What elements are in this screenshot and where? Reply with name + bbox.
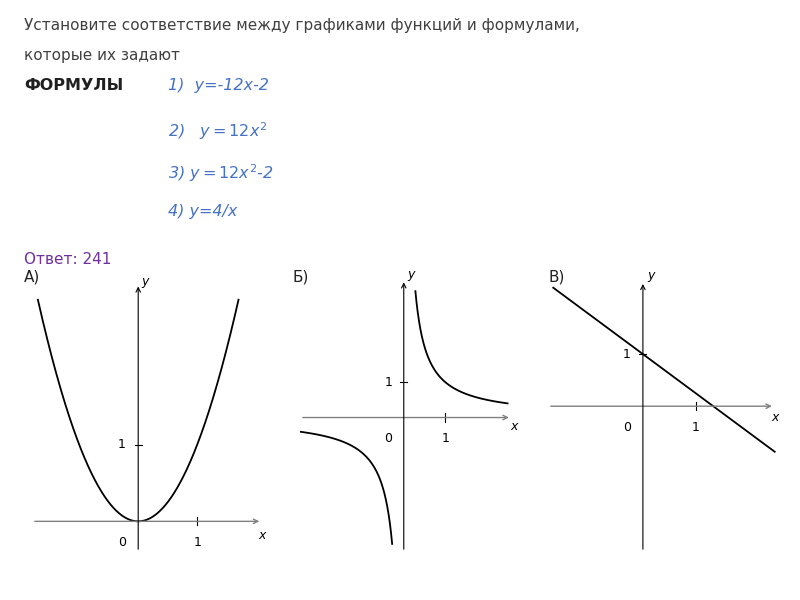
Text: 1: 1 [384, 376, 392, 389]
Text: y: y [647, 269, 654, 282]
Text: которые их задают: которые их задают [24, 48, 180, 63]
Text: 1: 1 [442, 432, 450, 445]
Text: 1: 1 [692, 421, 699, 434]
Text: 1)  y=-12x-2: 1) y=-12x-2 [168, 78, 269, 93]
Text: В): В) [548, 270, 564, 285]
Text: 3) $y=12x^2$-2: 3) $y=12x^2$-2 [168, 162, 274, 184]
Text: 0: 0 [622, 421, 630, 434]
Text: x: x [258, 529, 266, 542]
Text: 1: 1 [623, 347, 630, 361]
Text: y: y [407, 268, 415, 281]
Text: ФОРМУЛЫ: ФОРМУЛЫ [24, 78, 123, 93]
Text: x: x [510, 420, 518, 433]
Text: Ответ: 241: Ответ: 241 [24, 252, 111, 267]
Text: x: x [771, 411, 778, 424]
Text: 2)   $y=12x^2$: 2) $y=12x^2$ [168, 120, 267, 142]
Text: 4) y=4/x: 4) y=4/x [168, 204, 238, 219]
Text: Установите соответствие между графиками функций и формулами,: Установите соответствие между графиками … [24, 18, 580, 33]
Text: 0: 0 [384, 432, 392, 445]
Text: 1: 1 [118, 438, 126, 451]
Text: 0: 0 [118, 536, 126, 549]
Text: y: y [142, 275, 149, 287]
Text: А): А) [24, 270, 40, 285]
Text: 1: 1 [194, 536, 201, 549]
Text: Б): Б) [292, 270, 308, 285]
